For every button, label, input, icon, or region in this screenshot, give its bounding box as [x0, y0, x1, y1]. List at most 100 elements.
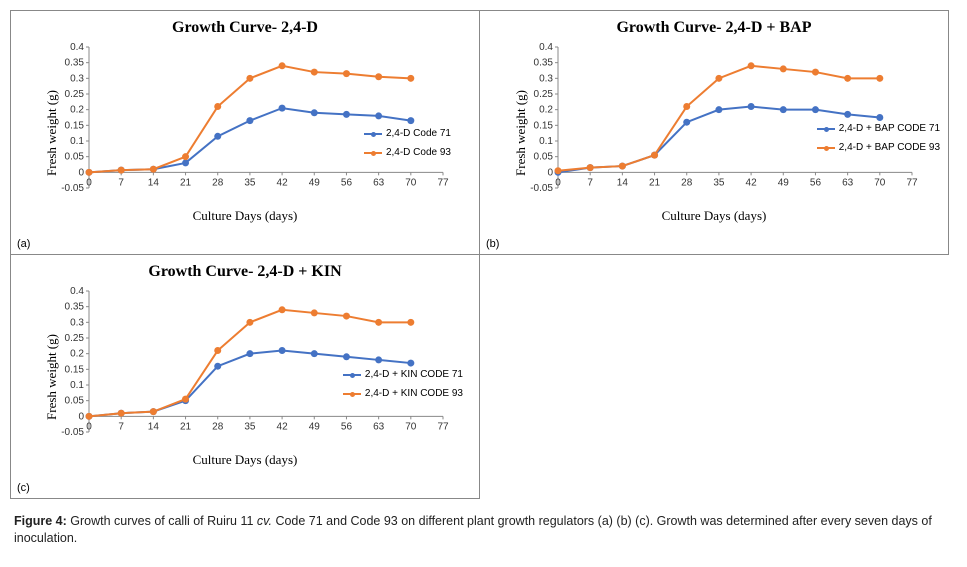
- svg-text:63: 63: [842, 177, 854, 188]
- svg-text:0.3: 0.3: [70, 317, 84, 328]
- x-axis-label: Culture Days (days): [488, 208, 940, 224]
- y-axis-label: Fresh weight (g): [44, 90, 60, 176]
- svg-text:0.1: 0.1: [70, 380, 84, 391]
- y-axis-label: Fresh weight (g): [44, 334, 60, 420]
- svg-text:-0.05: -0.05: [61, 183, 84, 194]
- svg-text:0.15: 0.15: [65, 364, 85, 375]
- legend-label: 2,4-D + BAP CODE 93: [839, 140, 940, 155]
- svg-text:49: 49: [778, 177, 790, 188]
- chart-title-a: Growth Curve- 2,4-D: [19, 19, 471, 37]
- svg-text:0.05: 0.05: [534, 152, 554, 163]
- svg-text:70: 70: [405, 177, 417, 188]
- svg-text:0.15: 0.15: [65, 120, 85, 131]
- chart-area-a: -0.0500.050.10.150.20.250.30.350.4071421…: [59, 41, 455, 206]
- legend-item: 2,4-D Code 71: [364, 126, 451, 141]
- svg-text:35: 35: [244, 177, 256, 188]
- svg-text:0: 0: [86, 177, 92, 188]
- svg-text:77: 77: [437, 421, 449, 432]
- svg-text:0.4: 0.4: [539, 42, 553, 53]
- panel-label-c: (c): [17, 482, 30, 494]
- svg-text:0.15: 0.15: [534, 120, 554, 131]
- svg-text:0.3: 0.3: [70, 73, 84, 84]
- svg-text:0: 0: [555, 177, 561, 188]
- legend-a: 2,4-D Code 71 2,4-D Code 93: [364, 126, 451, 164]
- svg-text:21: 21: [180, 177, 192, 188]
- legend-label: 2,4-D + KIN CODE 71: [365, 367, 463, 382]
- caption-lead: Figure 4:: [14, 514, 67, 528]
- svg-text:7: 7: [118, 421, 124, 432]
- svg-text:0.2: 0.2: [70, 105, 84, 116]
- y-axis-label: Fresh weight (g): [513, 90, 529, 176]
- svg-text:0.25: 0.25: [65, 89, 85, 100]
- svg-text:0.4: 0.4: [70, 42, 84, 53]
- svg-text:0.35: 0.35: [65, 302, 85, 313]
- svg-text:0.35: 0.35: [65, 58, 85, 69]
- svg-text:70: 70: [874, 177, 886, 188]
- svg-text:21: 21: [180, 421, 192, 432]
- panel-a: Fresh weight (g) Growth Curve- 2,4-D -0.…: [10, 10, 480, 255]
- svg-text:21: 21: [649, 177, 661, 188]
- svg-text:0.3: 0.3: [539, 73, 553, 84]
- svg-text:0.05: 0.05: [65, 396, 85, 407]
- svg-text:0.35: 0.35: [534, 58, 554, 69]
- legend-b: 2,4-D + BAP CODE 71 2,4-D + BAP CODE 93: [817, 121, 940, 159]
- chart-title-b: Growth Curve- 2,4-D + BAP: [488, 19, 940, 37]
- svg-text:28: 28: [212, 177, 224, 188]
- figure-caption: Figure 4: Growth curves of calli of Ruir…: [10, 499, 957, 547]
- svg-text:-0.05: -0.05: [61, 427, 84, 438]
- legend-label: 2,4-D Code 71: [386, 126, 451, 141]
- svg-text:42: 42: [746, 177, 758, 188]
- panel-label-a: (a): [17, 238, 30, 250]
- svg-text:28: 28: [681, 177, 693, 188]
- legend-c: 2,4-D + KIN CODE 71 2,4-D + KIN CODE 93: [343, 367, 463, 405]
- legend-item: 2,4-D + KIN CODE 93: [343, 386, 463, 401]
- svg-text:56: 56: [810, 177, 822, 188]
- legend-item: 2,4-D + BAP CODE 71: [817, 121, 940, 136]
- x-axis-label: Culture Days (days): [19, 208, 471, 224]
- legend-item: 2,4-D Code 93: [364, 145, 451, 160]
- svg-text:7: 7: [587, 177, 593, 188]
- svg-text:56: 56: [341, 421, 353, 432]
- svg-text:0: 0: [547, 167, 553, 178]
- legend-label: 2,4-D Code 93: [386, 145, 451, 160]
- svg-text:63: 63: [373, 421, 385, 432]
- legend-item: 2,4-D + KIN CODE 71: [343, 367, 463, 382]
- svg-text:42: 42: [277, 421, 289, 432]
- svg-text:0: 0: [78, 167, 84, 178]
- svg-text:35: 35: [713, 177, 725, 188]
- svg-text:77: 77: [906, 177, 918, 188]
- legend-label: 2,4-D + KIN CODE 93: [365, 386, 463, 401]
- svg-text:28: 28: [212, 421, 224, 432]
- legend-label: 2,4-D + BAP CODE 71: [839, 121, 940, 136]
- svg-text:49: 49: [309, 177, 321, 188]
- svg-text:0.1: 0.1: [70, 136, 84, 147]
- row-top: Fresh weight (g) Growth Curve- 2,4-D -0.…: [10, 10, 957, 255]
- svg-text:0.2: 0.2: [70, 349, 84, 360]
- svg-text:14: 14: [148, 421, 160, 432]
- x-axis-label: Culture Days (days): [19, 452, 471, 468]
- svg-text:14: 14: [148, 177, 160, 188]
- svg-text:0.25: 0.25: [534, 89, 554, 100]
- chart-title-c: Growth Curve- 2,4-D + KIN: [19, 263, 471, 281]
- svg-text:0: 0: [78, 411, 84, 422]
- svg-text:0.4: 0.4: [70, 286, 84, 297]
- svg-text:0: 0: [86, 421, 92, 432]
- svg-text:0.2: 0.2: [539, 105, 553, 116]
- svg-text:77: 77: [437, 177, 449, 188]
- svg-text:0.05: 0.05: [65, 152, 85, 163]
- svg-text:70: 70: [405, 421, 417, 432]
- panel-c: Fresh weight (g) Growth Curve- 2,4-D + K…: [10, 254, 480, 499]
- panel-b: Fresh weight (g) Growth Curve- 2,4-D + B…: [479, 10, 949, 255]
- svg-text:0.1: 0.1: [539, 136, 553, 147]
- svg-text:14: 14: [617, 177, 629, 188]
- svg-text:42: 42: [277, 177, 289, 188]
- svg-text:49: 49: [309, 421, 321, 432]
- panel-label-b: (b): [486, 238, 499, 250]
- svg-text:56: 56: [341, 177, 353, 188]
- figure-container: Fresh weight (g) Growth Curve- 2,4-D -0.…: [0, 0, 967, 567]
- svg-text:35: 35: [244, 421, 256, 432]
- caption-text-1: Growth curves of calli of Ruiru 11: [67, 514, 257, 528]
- legend-item: 2,4-D + BAP CODE 93: [817, 140, 940, 155]
- caption-italic: cv.: [257, 514, 272, 528]
- svg-text:63: 63: [373, 177, 385, 188]
